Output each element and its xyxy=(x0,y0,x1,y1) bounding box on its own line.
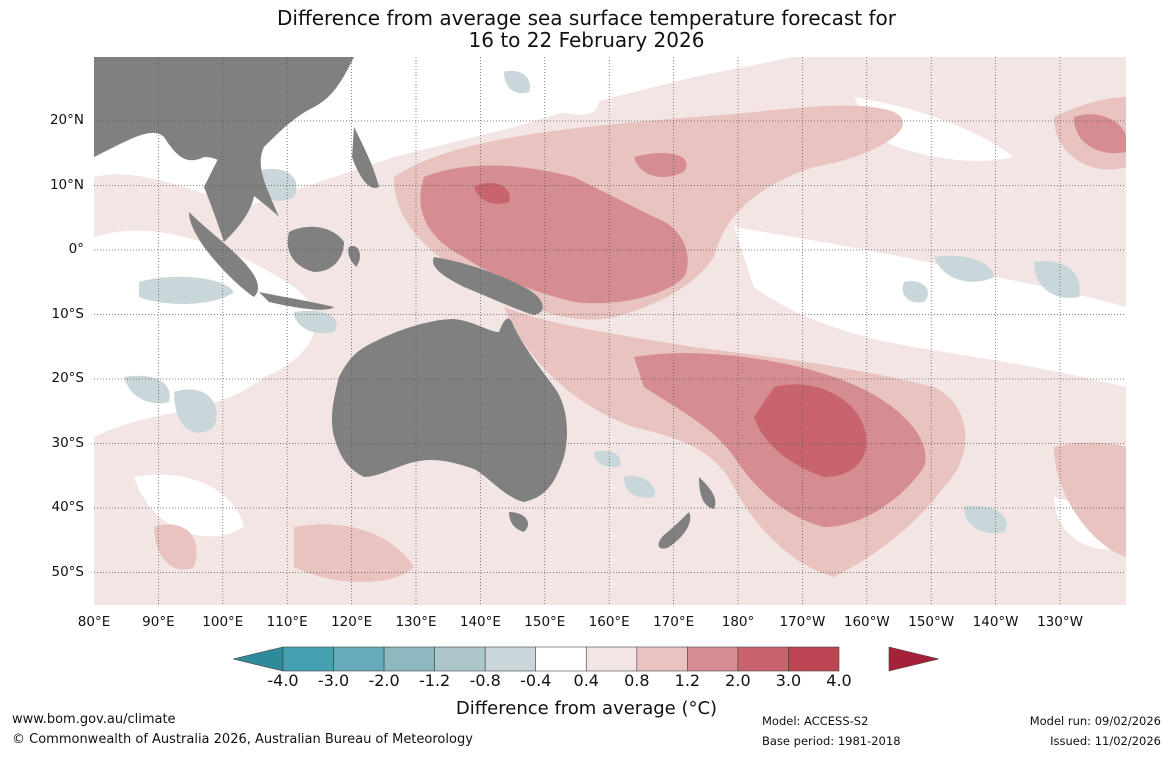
new-zealand-north-land xyxy=(699,477,716,509)
indochina-land xyxy=(204,147,254,242)
colorbar-swatch xyxy=(282,646,334,672)
website-link[interactable]: www.bom.gov.au/climate xyxy=(12,712,176,727)
latitude-label: 20°S xyxy=(51,370,85,386)
colorbar-swatch xyxy=(484,646,537,672)
longitude-label: 180° xyxy=(721,614,755,630)
java-land xyxy=(259,292,334,310)
asia-land xyxy=(94,57,354,217)
colorbar-title: Difference from average (°C) xyxy=(455,698,718,719)
philippines-land xyxy=(352,127,379,188)
colorbar-tick-label: 4.0 xyxy=(826,671,852,690)
new-zealand-south-land xyxy=(658,512,691,549)
colorbar-swatch xyxy=(737,646,789,672)
colorbar-tick-label: 2.0 xyxy=(725,671,751,690)
longitude-label: 80°E xyxy=(77,614,111,630)
colorbar-tick-label: 1.2 xyxy=(674,671,701,690)
sulawesi-land xyxy=(348,246,360,267)
colorbar-swatch xyxy=(434,646,486,672)
colorbar-over-arrow xyxy=(888,646,939,672)
borneo-land xyxy=(287,226,344,272)
longitude-label: 160°E xyxy=(588,614,630,630)
colorbar-tick-label: 0.4 xyxy=(573,671,599,690)
colorbar-tick-label: -0.8 xyxy=(469,671,501,690)
colorbar-tick-label: -1.2 xyxy=(419,671,451,690)
malay-sumatra-land xyxy=(189,212,259,297)
colorbar-swatch xyxy=(585,646,638,672)
longitude-label: 130°W xyxy=(1037,614,1083,630)
colorbar-swatch xyxy=(333,646,385,672)
anomaly-red xyxy=(474,182,867,477)
latitude-label: 50°S xyxy=(51,563,85,580)
chart-title-line2: 16 to 22 February 2026 xyxy=(468,28,705,52)
colorbar-swatch xyxy=(535,646,587,672)
longitude-label: 170°W xyxy=(779,614,826,630)
longitude-label: 100°E xyxy=(202,614,244,630)
land xyxy=(94,57,716,549)
tasmania-land xyxy=(509,512,529,532)
longitude-label: 150°E xyxy=(524,614,566,630)
latitude-label: 0° xyxy=(68,241,84,257)
latitude-label: 30°S xyxy=(51,434,85,451)
colorbar-swatch xyxy=(687,646,739,672)
longitude-label: 140°E xyxy=(459,614,501,630)
colorbar-tick-label: 0.8 xyxy=(624,671,650,690)
new-guinea-land xyxy=(433,257,543,315)
longitude-label: 160°W xyxy=(843,614,890,630)
colorbar-swatches xyxy=(282,646,840,672)
colorbar-tick-label: -0.4 xyxy=(520,671,552,690)
latitude-label: 40°S xyxy=(51,499,85,515)
longitude-label: 170°E xyxy=(653,614,695,630)
longitude-label: 140°W xyxy=(972,614,1019,630)
longitude-label: 130°E xyxy=(395,614,437,630)
latitude-label: 10°S xyxy=(51,305,85,322)
colorbar-tick-label: -4.0 xyxy=(267,671,299,690)
longitude-label: 150°W xyxy=(908,614,955,630)
latitude-label: 10°N xyxy=(49,176,84,193)
colorbar-under-arrow xyxy=(233,646,284,672)
map-gridlines xyxy=(94,57,1126,605)
longitude-label: 90°E xyxy=(142,614,175,630)
colorbar-tick-label: 3.0 xyxy=(775,671,802,690)
latitude-label: 20°N xyxy=(49,112,84,128)
colorbar-swatch xyxy=(636,646,688,672)
colorbar-swatch xyxy=(788,646,840,672)
model-text: Model: ACCESS-S2 xyxy=(762,714,869,728)
longitude-label: 110°E xyxy=(266,614,308,630)
anomaly-blue xyxy=(124,70,1080,534)
colorbar-tick-label: -2.0 xyxy=(368,671,400,690)
colorbar-tick-label: -3.0 xyxy=(317,671,350,690)
chart-title-line1: Difference from average sea surface temp… xyxy=(276,6,896,30)
base-period-text: Base period: 1981-2018 xyxy=(762,734,901,748)
colorbar xyxy=(233,646,939,672)
model-run-text: Model run: 09/02/2026 xyxy=(1029,714,1161,728)
issued-text: Issued: 11/02/2026 xyxy=(1050,734,1161,748)
australia-land xyxy=(331,318,567,502)
longitude-label: 120°E xyxy=(331,614,373,630)
sst-anomaly-map xyxy=(94,57,1126,605)
copyright-text: © Commonwealth of Australia 2026, Austra… xyxy=(12,732,473,747)
colorbar-swatch xyxy=(383,646,435,672)
